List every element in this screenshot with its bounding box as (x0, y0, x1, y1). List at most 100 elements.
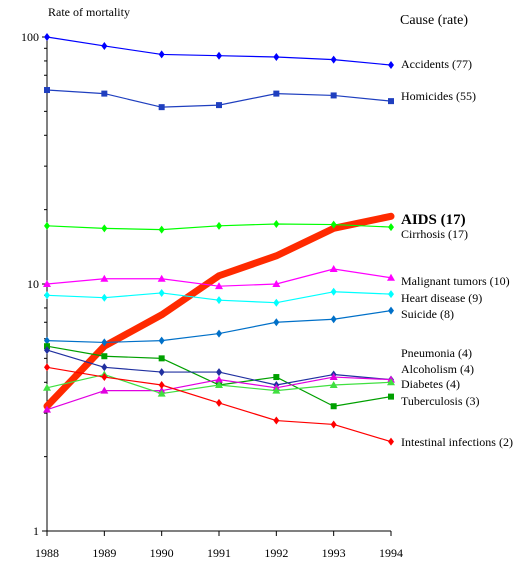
cirrhosis-point (388, 223, 394, 232)
accidents-point (158, 50, 165, 59)
homicides-point (44, 87, 50, 94)
series-label-homicides: Homicides (55) (401, 89, 476, 103)
accidents-point (44, 33, 50, 41)
pneumonia-point (330, 403, 337, 410)
alcoholism-point (44, 346, 50, 355)
series-suicide (44, 306, 394, 347)
heart-disease-point (330, 287, 337, 296)
diabetes-point (43, 405, 51, 413)
series-layer (43, 33, 395, 446)
suicide-point (273, 318, 280, 327)
diabetes-point (329, 373, 338, 381)
homicides-point (273, 90, 280, 97)
legend-title: Cause (rate) (400, 13, 468, 28)
series-label-diabetes: Diabetes (4) (401, 377, 460, 391)
alcoholism-point (158, 368, 165, 377)
cirrhosis-point (216, 221, 222, 230)
homicides-point (388, 98, 394, 105)
suicide-point (44, 336, 50, 345)
axes: 1 10 100 1988 1989 1990 1991 1992 1993 1994 (21, 30, 403, 560)
series-label-tuberculosis: Tuberculosis (3) (401, 394, 480, 408)
heart-disease-point (101, 293, 108, 302)
diabetes-point (215, 375, 223, 383)
x-tick-label: 1994 (379, 546, 403, 560)
x-tick-label: 1992 (264, 546, 288, 560)
series-label-suicide: Suicide (8) (401, 307, 454, 321)
suicide-point (101, 338, 108, 347)
malignant-tumors-point (387, 273, 395, 281)
y-tick-label: 10 (27, 277, 39, 291)
accidents-point (101, 41, 108, 50)
tuberculosis-point (387, 378, 395, 386)
suicide-point (330, 315, 337, 324)
alcoholism-point (216, 368, 222, 377)
malignant-tumors-point (43, 280, 51, 287)
suicide-point (388, 306, 394, 315)
accidents-point (388, 61, 394, 70)
suicide-point (216, 329, 222, 338)
homicides-point (216, 102, 222, 109)
series-cirrhosis (44, 219, 394, 234)
pneumonia-point (273, 374, 280, 381)
intestinal-infections-point (273, 416, 280, 425)
malignant-tumors-point (272, 280, 281, 287)
cirrhosis-point (44, 221, 50, 230)
suicide-point (158, 336, 165, 345)
series-heart-disease (44, 287, 394, 307)
heart-disease-point (273, 298, 280, 307)
intestinal-infections-point (44, 363, 50, 372)
accidents-point (330, 55, 337, 64)
heart-disease-point (158, 288, 165, 297)
homicides-point (101, 90, 108, 97)
x-tick-label: 1989 (92, 546, 116, 560)
heart-disease-point (44, 291, 50, 300)
series-label-cirrhosis: Cirrhosis (17) (401, 227, 468, 241)
tuberculosis-point (329, 381, 338, 389)
series-labels: Accidents (77) Homicides (55) AIDS (17)Cir… (401, 57, 513, 449)
cirrhosis-point (330, 220, 337, 229)
intestinal-infections-point (101, 373, 108, 382)
series-label-alcoholism: Alcoholism (4) (401, 362, 474, 376)
pneumonia-point (101, 353, 108, 360)
homicides-point (158, 104, 165, 111)
x-tick-label: 1993 (322, 546, 346, 560)
alcoholism-point (101, 363, 108, 372)
malignant-tumors-point (215, 282, 223, 290)
pneumonia-point (388, 393, 394, 400)
tuberculosis-point (157, 389, 166, 397)
x-tick-label: 1990 (150, 546, 174, 560)
intestinal-infections-point (158, 381, 165, 390)
pneumonia-point (158, 355, 165, 362)
series-label-accidents: Accidents (77) (401, 57, 472, 71)
tuberculosis-point (272, 386, 281, 394)
intestinal-infections-point (388, 437, 394, 446)
cirrhosis-point (273, 219, 280, 228)
x-tick-label: 1991 (207, 546, 231, 560)
y-tick-label: 1 (33, 524, 39, 538)
series-label-malignant-tumors: Malignant tumors (10) (401, 274, 510, 288)
tuberculosis-point (215, 381, 223, 389)
intestinal-infections-point (216, 398, 222, 407)
series-label-aids: AIDS (17) (401, 212, 466, 228)
y-tick-label: 100 (21, 30, 39, 44)
accidents-point (273, 52, 280, 61)
series-label-heart-disease: Heart disease (9) (401, 291, 482, 305)
malignant-tumors-point (329, 265, 338, 273)
series-intestinal-infections (44, 363, 394, 446)
malignant-tumors-point (100, 274, 109, 282)
suicide-line (46, 310, 392, 344)
y-axis-label: Rate of mortality (48, 5, 130, 19)
series-homicides (44, 87, 394, 111)
homicides-point (330, 92, 337, 99)
heart-disease-point (216, 296, 222, 305)
cirrhosis-point (158, 225, 165, 234)
heart-disease-point (388, 290, 394, 299)
accidents-line (46, 36, 392, 66)
series-label-intestinal-infections: Intestinal infections (2) (401, 435, 513, 449)
diabetes-point (100, 386, 109, 394)
malignant-tumors-point (157, 274, 166, 282)
series-malignant-tumors (43, 265, 395, 290)
cirrhosis-point (101, 224, 108, 233)
tuberculosis-point (43, 383, 51, 391)
